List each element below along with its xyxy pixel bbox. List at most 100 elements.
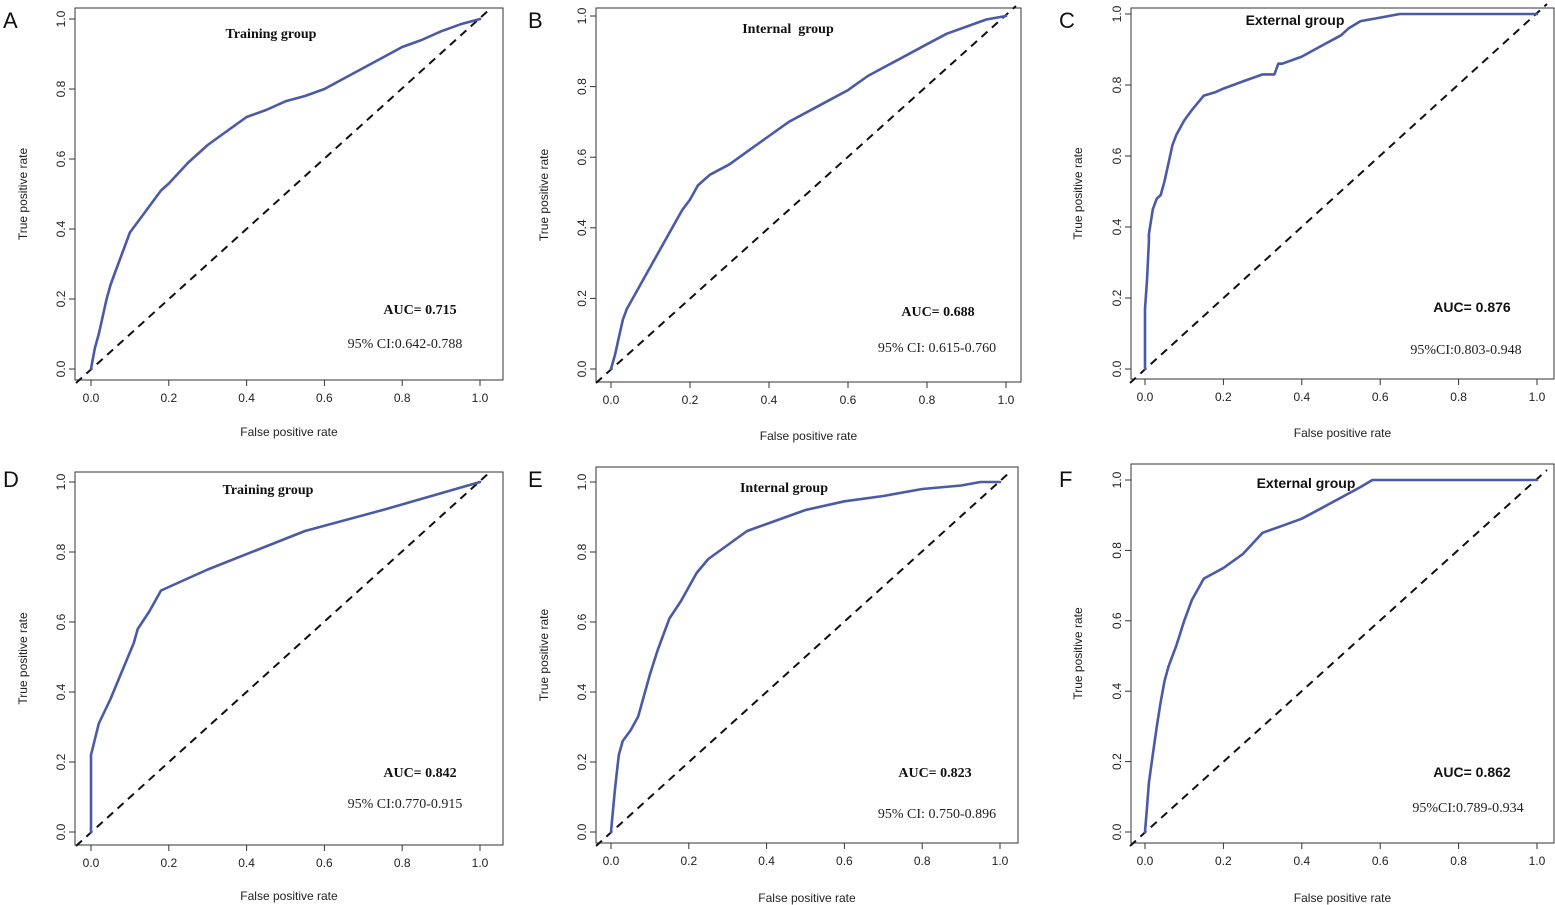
- auc-label-e: AUC=: [898, 766, 940, 781]
- x-tick-label-b: 0.0: [603, 393, 620, 407]
- x-tick-label-d: 0.0: [83, 856, 100, 870]
- x-tick-label-c: 0.2: [1215, 390, 1232, 404]
- x-tick-label-f: 0.4: [1293, 854, 1310, 868]
- y-tick-label-c: 0.8: [1110, 76, 1124, 93]
- y-tick-label-a: 0.4: [54, 220, 68, 237]
- x-tick-label-e: 0.6: [836, 854, 853, 868]
- y-tick-label-b: 0.2: [575, 290, 589, 307]
- panel-letter-b: B: [528, 8, 543, 33]
- panel-title-b: Internal group: [742, 22, 834, 37]
- x-tick-label-a: 0.0: [83, 391, 100, 405]
- y-tick-label-c: 1.0: [1110, 5, 1124, 22]
- y-tick-label-d: 0.0: [54, 823, 68, 840]
- x-axis-label-d: False positive rate: [240, 889, 338, 903]
- auc-text-f: AUC= 0.862: [1433, 764, 1511, 780]
- reference-diagonal-e: [595, 471, 1011, 847]
- x-tick-label-b: 0.2: [682, 393, 699, 407]
- y-tick-label-f: 0.2: [1110, 753, 1124, 770]
- y-tick-label-c: 0.0: [1110, 360, 1124, 377]
- plot-frame-f: [1130, 463, 1555, 844]
- roc-curve-c: [1143, 12, 1539, 371]
- ci-text-a: 95% CI:0.642-0.788: [348, 337, 463, 352]
- y-tick-label-f: 0.8: [1110, 542, 1124, 559]
- y-tick-label-d: 1.0: [54, 473, 68, 490]
- y-tick-label-e: 0.6: [575, 613, 589, 630]
- reference-diagonal-d: [75, 471, 491, 847]
- x-tick-label-b: 0.4: [761, 393, 778, 407]
- ci-text-c: 95%CI:0.803-0.948: [1410, 343, 1521, 358]
- auc-value-d: 0.842: [425, 766, 457, 781]
- x-tick-label-e: 1.0: [992, 854, 1009, 868]
- y-tick-label-c: 0.6: [1110, 147, 1124, 164]
- y-tick-label-e: 1.0: [575, 473, 589, 490]
- panel-title-a: Training group: [226, 27, 317, 42]
- x-tick-label-f: 0.6: [1372, 854, 1389, 868]
- auc-label-c: AUC=: [1433, 299, 1475, 315]
- auc-value-e: 0.823: [940, 766, 972, 781]
- x-tick-label-a: 0.6: [316, 391, 333, 405]
- x-tick-label-a: 0.2: [160, 391, 177, 405]
- x-tick-label-f: 0.8: [1450, 854, 1467, 868]
- panel-letter-c: C: [1059, 8, 1075, 33]
- auc-value-b: 0.688: [943, 305, 975, 320]
- x-tick-label-d: 0.4: [238, 856, 255, 870]
- x-tick-label-e: 0.8: [914, 854, 931, 868]
- panel-title-d: Training group: [223, 483, 314, 498]
- roc-curve-d: [89, 480, 482, 834]
- x-tick-label-c: 0.8: [1450, 390, 1467, 404]
- auc-text-d: AUC= 0.842: [383, 766, 456, 781]
- plot-frame-b: [595, 7, 1022, 383]
- y-tick-label-f: 1.0: [1110, 471, 1124, 488]
- auc-value-a: 0.715: [425, 303, 457, 318]
- auc-text-a: AUC= 0.715: [383, 303, 456, 318]
- y-tick-label-e: 0.4: [575, 683, 589, 700]
- auc-text-e: AUC= 0.823: [898, 766, 971, 781]
- y-axis-label-c: True positive rate: [1071, 147, 1085, 240]
- panel-letter-d: D: [3, 467, 19, 492]
- y-axis-label-e: True positive rate: [537, 609, 551, 702]
- plot-frame-e: [595, 466, 1019, 844]
- y-tick-label-a: 0.2: [54, 290, 68, 307]
- x-tick-label-c: 0.6: [1372, 390, 1389, 404]
- plot-frame-c: [1130, 7, 1555, 380]
- auc-label-a: AUC=: [383, 303, 425, 318]
- panel-letter-a: A: [3, 8, 18, 33]
- x-axis-label-e: False positive rate: [758, 891, 856, 905]
- panel-letter-e: E: [528, 467, 543, 492]
- plot-frame-d: [74, 471, 504, 846]
- y-tick-label-f: 0.0: [1110, 823, 1124, 840]
- reference-diagonal-b: [595, 5, 1017, 384]
- y-axis-label-b: True positive rate: [537, 149, 551, 242]
- y-tick-label-d: 0.2: [54, 753, 68, 770]
- x-tick-label-a: 0.4: [238, 391, 255, 405]
- y-tick-label-b: 1.0: [575, 7, 589, 24]
- plot-frame-a: [74, 7, 504, 381]
- y-tick-label-a: 0.8: [54, 80, 68, 97]
- y-tick-label-c: 0.2: [1110, 289, 1124, 306]
- y-tick-label-b: 0.0: [575, 360, 589, 377]
- x-tick-label-f: 0.0: [1137, 854, 1154, 868]
- x-axis-label-a: False positive rate: [240, 425, 338, 439]
- y-tick-label-c: 0.4: [1110, 218, 1124, 235]
- y-tick-label-b: 0.8: [575, 78, 589, 95]
- x-tick-label-c: 0.0: [1137, 390, 1154, 404]
- ci-text-f: 95%CI:0.789-0.934: [1412, 801, 1523, 816]
- ci-text-b: 95% CI: 0.615-0.760: [878, 341, 996, 356]
- ci-text-d: 95% CI:0.770-0.915: [348, 797, 463, 812]
- auc-value-c: 0.876: [1476, 299, 1511, 315]
- auc-text-b: AUC= 0.688: [901, 305, 974, 320]
- x-tick-label-b: 0.6: [840, 393, 857, 407]
- reference-diagonal-c: [1129, 3, 1548, 384]
- x-tick-label-b: 0.8: [919, 393, 936, 407]
- panel-letter-f: F: [1059, 467, 1072, 492]
- y-tick-label-d: 0.6: [54, 613, 68, 630]
- ci-text-e: 95% CI: 0.750-0.896: [878, 807, 996, 822]
- y-axis-label-f: True positive rate: [1071, 607, 1085, 700]
- x-tick-label-e: 0.0: [603, 854, 620, 868]
- x-axis-label-b: False positive rate: [760, 429, 858, 443]
- reference-diagonal-a: [75, 8, 491, 384]
- x-axis-label-c: False positive rate: [1294, 426, 1392, 440]
- y-tick-label-f: 0.4: [1110, 683, 1124, 700]
- x-tick-label-e: 0.2: [680, 854, 697, 868]
